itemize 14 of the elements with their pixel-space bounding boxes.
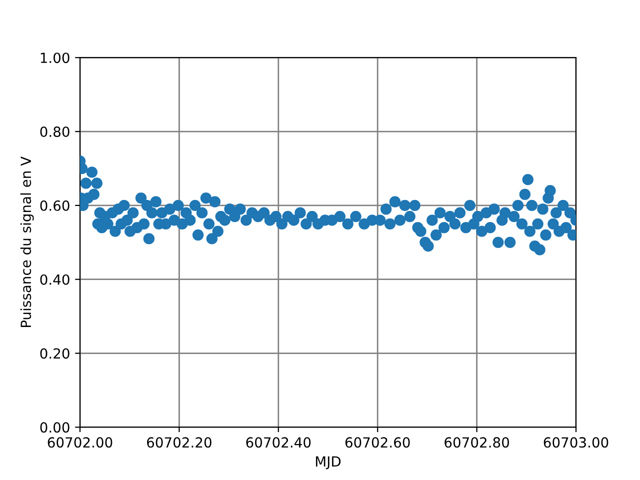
x-tick-label: 60702.80 <box>444 437 510 448</box>
y-tick-label: 0.80 <box>40 126 70 137</box>
x-tick-label: 60702.60 <box>345 437 410 448</box>
x-tick-label: 60702.00 <box>48 437 112 448</box>
x-tick-label: 60702.40 <box>246 437 311 448</box>
y-tick-label: 0.00 <box>40 422 70 433</box>
x-axis-title: MJD <box>316 456 341 470</box>
y-tick-label: 0.60 <box>40 200 70 211</box>
y-tick-label: 1.00 <box>40 52 70 64</box>
y-tick-label: 0.40 <box>40 274 70 285</box>
y-axis-title: Puissance du signal en V <box>20 156 34 328</box>
x-tick-label: 60703.00 <box>544 437 608 448</box>
x-tick-label: 60702.20 <box>147 437 212 448</box>
y-tick-label: 0.20 <box>40 348 70 359</box>
